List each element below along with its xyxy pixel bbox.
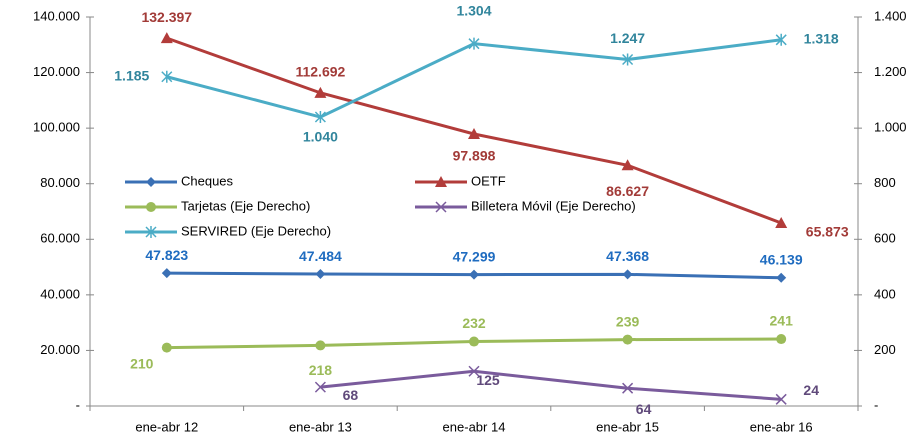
series-line	[166, 38, 782, 119]
marker	[469, 336, 479, 347]
value-label: 112.692	[295, 64, 345, 80]
value-label: 65.873	[806, 224, 849, 240]
value-label: 125	[476, 372, 500, 388]
marker	[775, 33, 787, 46]
y2-tick-label: 1.000	[874, 120, 907, 135]
value-label: 1.247	[610, 30, 645, 46]
value-label: 47.484	[299, 248, 342, 264]
x-tick-label: ene-abr 12	[135, 419, 198, 434]
value-label: 97.898	[453, 148, 496, 164]
y-tick-label: 40.000	[40, 286, 80, 301]
y2-tick-label: 400	[874, 286, 896, 301]
y2-tick-label: 600	[874, 231, 896, 246]
y-tick-label: 100.000	[33, 120, 80, 135]
value-label: 132.397	[141, 9, 192, 25]
y2-tick-label: 1.200	[874, 64, 907, 79]
value-label: 1.185	[114, 67, 149, 83]
value-label: 68	[343, 387, 359, 403]
marker	[622, 53, 634, 66]
y2-tick-label: 1.400	[874, 8, 907, 23]
y-tick-label: -	[76, 397, 80, 412]
value-label: 1.040	[303, 129, 338, 145]
marker	[622, 382, 634, 394]
value-label: 241	[770, 313, 794, 329]
value-label: 64	[636, 401, 652, 417]
x-tick-label: ene-abr 16	[750, 419, 813, 434]
y2-tick-label: -	[874, 397, 878, 412]
marker	[146, 177, 156, 187]
marker	[161, 268, 172, 279]
y-tick-label: 120.000	[33, 64, 80, 79]
value-label: 210	[130, 355, 154, 371]
marker	[468, 37, 480, 50]
marker	[315, 269, 326, 280]
y-tick-label: 140.000	[33, 8, 80, 23]
legend-label: Tarjetas (Eje Derecho)	[181, 198, 310, 213]
y-tick-label: 80.000	[40, 175, 80, 190]
value-label: 1.318	[804, 30, 839, 46]
marker	[468, 127, 480, 139]
value-label: 239	[616, 313, 640, 329]
series-line	[320, 369, 782, 401]
marker	[622, 269, 633, 280]
marker	[314, 86, 327, 98]
marker	[161, 70, 173, 83]
marker	[435, 201, 447, 213]
marker	[146, 202, 156, 212]
marker	[145, 226, 157, 238]
marker	[161, 342, 172, 353]
x-tick-label: ene-abr 13	[289, 419, 352, 434]
marker	[621, 159, 634, 171]
legend-label: Billetera Móvil (Eje Derecho)	[471, 198, 636, 213]
value-label: 24	[803, 382, 819, 398]
marker	[776, 334, 787, 345]
legend-label: OETF	[471, 173, 506, 188]
marker	[469, 269, 479, 280]
legend-label: SERVIRED (Eje Derecho)	[181, 223, 331, 238]
marker	[776, 272, 787, 283]
marker	[435, 176, 447, 187]
y-tick-label: 20.000	[40, 342, 80, 357]
value-label: 86.627	[606, 183, 649, 199]
marker	[314, 381, 326, 393]
value-label: 46.139	[760, 252, 803, 268]
x-tick-label: ene-abr 15	[596, 419, 659, 434]
marker	[622, 334, 633, 345]
marker	[160, 32, 173, 44]
marker	[775, 216, 788, 228]
value-label: 47.823	[145, 247, 188, 263]
value-label: 1.304	[456, 2, 491, 18]
y2-tick-label: 800	[874, 175, 896, 190]
legend-label: Cheques	[181, 173, 234, 188]
value-label: 232	[462, 315, 486, 331]
marker	[314, 111, 326, 124]
x-tick-label: ene-abr 14	[443, 419, 506, 434]
value-label: 47.368	[606, 248, 649, 264]
value-label: 47.299	[453, 248, 496, 264]
y-tick-label: 60.000	[40, 231, 80, 246]
value-label: 218	[309, 362, 333, 378]
marker	[315, 340, 326, 351]
marker	[775, 393, 787, 405]
marker	[468, 365, 480, 377]
y2-tick-label: 200	[874, 342, 896, 357]
